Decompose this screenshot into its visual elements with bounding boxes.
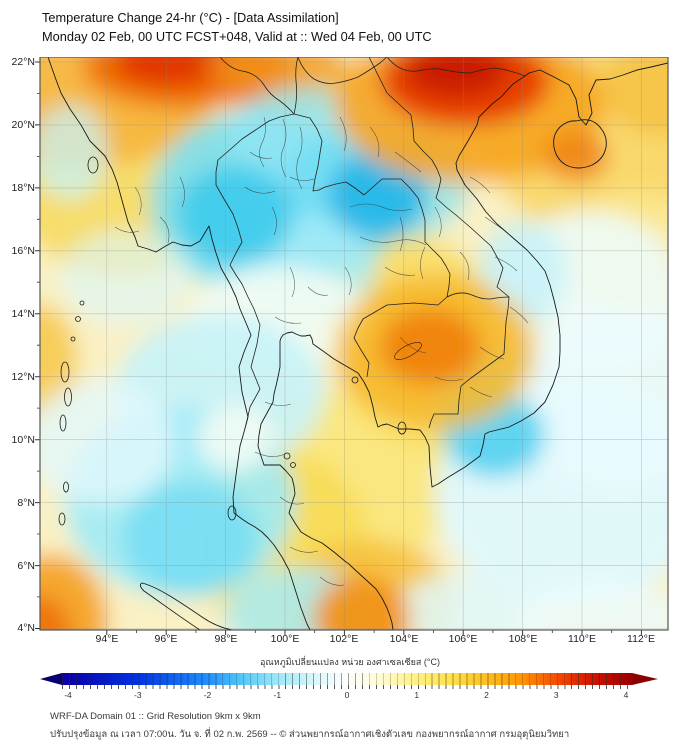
- colorbar-tick-label: -2: [203, 690, 212, 700]
- colorbar-tick-label: 1: [414, 690, 420, 700]
- temperature-field: [40, 57, 668, 630]
- lon-tick-label: 108°E: [508, 633, 538, 645]
- lon-tick-label: 112°E: [627, 633, 655, 645]
- page-subtitle: Monday 02 Feb, 00 UTC FCST+048, Valid at…: [42, 29, 432, 44]
- province-borders: [114, 116, 529, 586]
- lat-tick-label: 10°N: [11, 434, 35, 446]
- lon-tick-label: 104°E: [389, 633, 419, 645]
- lat-tick-label: 4°N: [17, 622, 35, 634]
- colorbar-tickmarks: [40, 685, 660, 689]
- lat-tick-label: 14°N: [11, 308, 35, 320]
- colorbar-tick-label: -3: [134, 690, 142, 700]
- colorbar-tick-label: 2: [484, 690, 489, 700]
- lon-tick-label: 100°E: [270, 633, 300, 645]
- footer-domain-info: WRF-DA Domain 01 :: Grid Resolution 9km …: [50, 711, 261, 722]
- colorbar: [40, 673, 660, 685]
- colorbar-label: อุณหภูมิเปลี่ยนแปลง หน่วย องศาเซลเซียส (…: [260, 657, 440, 667]
- lon-tick-label: 96°E: [154, 633, 178, 645]
- grid-lines: [40, 57, 668, 630]
- colorbar-tick-label: 3: [553, 690, 559, 700]
- coastlines: [47, 57, 668, 630]
- axis-ticks: [35, 61, 642, 635]
- lat-tick-label: 18°N: [11, 182, 35, 194]
- figure-header: Temperature Change 24-hr (°C) - [Data As…: [42, 8, 432, 46]
- colorbar-tick-label: 0: [344, 690, 350, 700]
- footer-credit: ปรับปรุงข้อมูล ณ เวลา 07:00น. วัน จ. ที่…: [50, 729, 570, 740]
- lon-tick-label: 94°E: [95, 633, 119, 645]
- colorbar-segments: [62, 673, 632, 685]
- lat-tick-label: 20°N: [11, 119, 35, 131]
- lon-tick-label: 106°E: [448, 633, 478, 645]
- lat-tick-label: 22°N: [11, 56, 35, 68]
- tonle-sap-lake: [394, 342, 422, 360]
- lat-tick-label: 16°N: [11, 245, 35, 257]
- islands: [58, 156, 422, 526]
- colorbar-tick-label: 4: [623, 690, 629, 700]
- colorbar-minor-ticks: [62, 685, 633, 689]
- lat-tick-label: 12°N: [11, 371, 35, 383]
- colorbar-gradient: [62, 673, 632, 685]
- colorbar-tick-label: -1: [273, 690, 282, 700]
- colorbar-tick-label: -4: [64, 690, 72, 700]
- map-frame-border: [39, 57, 669, 631]
- colorbar-right-arrow: [632, 673, 658, 685]
- lat-tick-label: 6°N: [17, 560, 35, 572]
- map-canvas: [35, 57, 669, 635]
- country-borders: [215, 57, 526, 429]
- colorbar-left-arrow: [40, 673, 62, 685]
- lon-tick-label: 102°E: [329, 633, 359, 645]
- page-title: Temperature Change 24-hr (°C) - [Data As…: [42, 10, 339, 25]
- lon-tick-label: 110°E: [568, 633, 596, 645]
- lat-tick-label: 8°N: [17, 497, 35, 509]
- lon-tick-label: 98°E: [214, 633, 238, 645]
